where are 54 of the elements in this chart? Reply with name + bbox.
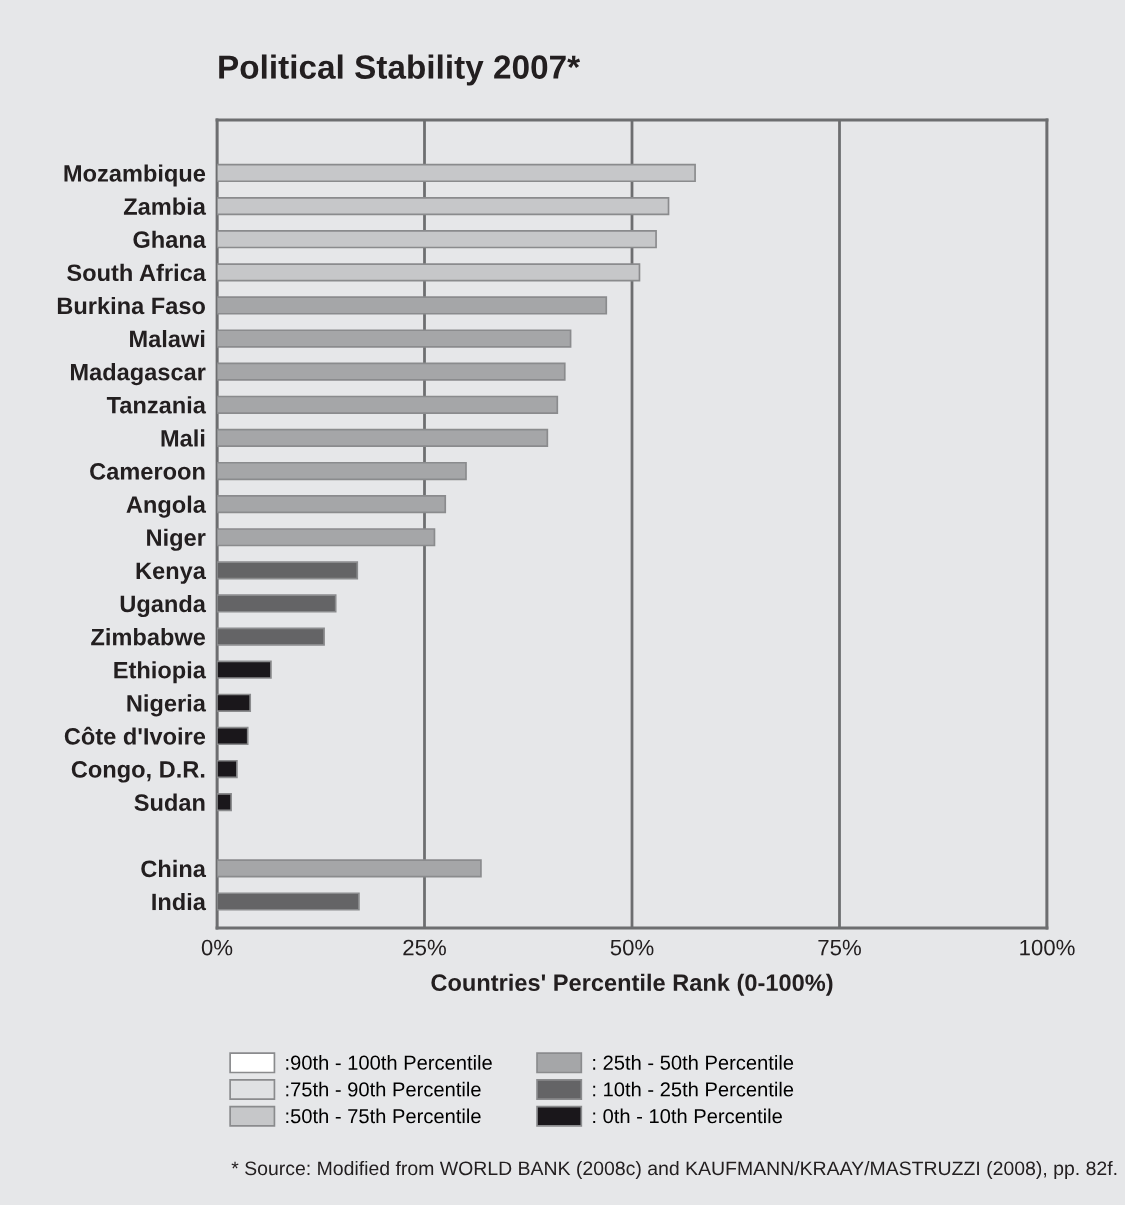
y-tick-label: Nigeria [127, 694, 207, 717]
text: * Source: Modified from WORLD BANK (2008c) and KAUFMANN/KRAAY/MASTRUZZI (2008), pp. 82f. [231, 1160, 1117, 1180]
x-axis-title: Countries' Percentile Rank (0-100%) [431, 973, 833, 996]
legend-label: : 0th - 10th Percentile [593, 1108, 782, 1124]
bar [217, 329, 572, 348]
legend-label: :90th - 100th Percentile [286, 1055, 492, 1070]
y-tick-label: Congo, D.R. [71, 761, 205, 783]
x-tick-label: 75% [818, 939, 861, 956]
y-tick-label: China [141, 859, 207, 878]
chart-title: Political Stability 2007* [219, 54, 581, 86]
legend-label: : 10th - 25th Percentile [593, 1081, 794, 1097]
y-tick-label: Côte d'Ivoire [64, 726, 206, 745]
bar [217, 693, 252, 712]
y-tick-label: Niger [147, 528, 206, 551]
bar [217, 793, 232, 812]
bar [217, 296, 608, 315]
y-tick-label: Malawi [130, 330, 205, 348]
y-tick-label: Cameroon [90, 463, 205, 480]
legend-label: : 25th - 50th Percentile [593, 1055, 794, 1070]
y-tick-label: Zimbabwe [91, 628, 206, 646]
x-tick-label: 0% [201, 939, 233, 956]
y-tick-label: Angola [126, 495, 207, 518]
y-tick-label: Tanzania [106, 396, 207, 414]
bar [217, 196, 670, 216]
x-tick-label: 100% [1020, 939, 1075, 956]
bar [217, 395, 559, 414]
y-tick-label: Sudan [134, 793, 205, 811]
bar [217, 362, 566, 381]
x-tick-label: 50% [610, 939, 654, 956]
bar [217, 230, 657, 249]
bar [217, 263, 641, 282]
bar [217, 163, 696, 183]
y-tick-label: Zambia [123, 197, 207, 215]
bar [217, 495, 447, 514]
bar [217, 428, 549, 448]
y-tick-label: India [152, 892, 207, 911]
y-tick-label: South Africa [67, 263, 207, 282]
y-tick-label: Burkina Faso [57, 296, 205, 315]
y-tick-label: Madagascar [70, 363, 206, 386]
bar [217, 759, 238, 779]
legend-label: :75th - 90th Percentile [286, 1081, 481, 1097]
y-tick-label: Mozambique [64, 164, 206, 187]
y-tick-label: Ghana [133, 230, 207, 248]
bar [217, 660, 272, 679]
bar [217, 726, 249, 746]
y-tick-label: Mali [161, 429, 205, 447]
bar [217, 859, 482, 878]
x-tick-label: 25% [403, 939, 446, 956]
bar [217, 528, 436, 547]
y-tick-label: Ethiopia [114, 661, 207, 684]
bar [217, 461, 467, 481]
y-tick-label: Uganda [120, 594, 207, 618]
y-tick-label: Kenya [136, 562, 207, 584]
legend-label: :50th - 75th Percentile [286, 1108, 481, 1124]
